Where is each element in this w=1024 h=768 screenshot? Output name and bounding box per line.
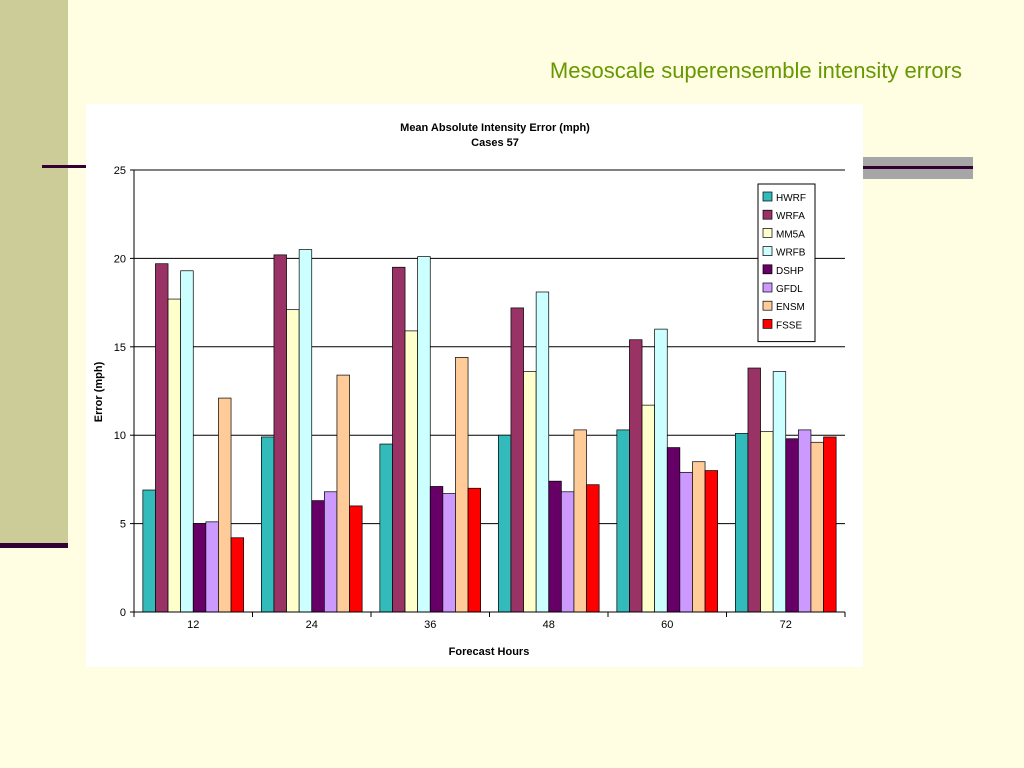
axes-group (130, 169, 846, 617)
bar-wrfb-60 (654, 328, 668, 613)
bar-mm5a-60 (641, 404, 655, 613)
x-axis-label: Forecast Hours (449, 646, 530, 658)
chart-title: Mean Absolute Intensity Error (mph) (400, 122, 590, 134)
slide-title: Mesoscale superensemble intensity errors (549, 58, 962, 83)
bar-chart: Mean Absolute Intensity Error (mph) Case… (93, 122, 846, 658)
bar-fsse-24 (349, 505, 363, 613)
x-tick-label: 12 (187, 619, 199, 631)
legend-box (757, 183, 816, 343)
legend-swatch-fsse (762, 319, 773, 329)
bar-ensm-72 (810, 441, 824, 613)
legend-swatch-wrfa (762, 209, 773, 220)
sidebar-bottom-rule (0, 543, 68, 548)
x-tick-label: 36 (424, 619, 436, 631)
sidebar-band (0, 0, 68, 546)
bar-wrfa-24 (273, 254, 287, 613)
y-tick-label: 20 (114, 253, 126, 265)
bar-wrfa-12 (155, 263, 169, 613)
bar-gfdl-60 (679, 471, 693, 613)
bar-fsse-12 (230, 537, 245, 613)
legend: HWRF WRFA MM5A WRFB DSHP GFDL ENSM FSSE (757, 183, 816, 343)
bar-mm5a-36 (404, 330, 418, 613)
x-tick-label: 72 (780, 619, 792, 631)
bar-dshp-12 (192, 523, 207, 613)
bar-hwrf-24 (261, 436, 275, 613)
bar-wrfb-12 (180, 270, 194, 613)
chart-subtitle: Cases 57 (471, 137, 519, 149)
bar-hwrf-72 (734, 433, 749, 613)
bar-dshp-60 (666, 447, 681, 613)
legend-label-dshp: DSHP (776, 266, 804, 277)
bar-wrfa-36 (392, 266, 406, 613)
bar-fsse-72 (823, 436, 837, 613)
bar-wrfa-72 (747, 367, 761, 613)
legend-label-ensm: ENSM (776, 302, 805, 313)
x-tick-label: 24 (306, 619, 318, 631)
bar-fsse-60 (704, 470, 718, 613)
x-tick-label: 60 (661, 619, 673, 631)
legend-swatch-gfdl (762, 282, 773, 293)
legend-swatch-dshp (762, 264, 773, 275)
bars-group (142, 249, 837, 613)
bar-hwrf-36 (379, 443, 393, 613)
legend-swatch-hwrf (762, 191, 773, 202)
gridlines (134, 169, 845, 525)
bar-ensm-24 (336, 374, 350, 613)
legend-label-wrfb: WRFB (776, 248, 806, 259)
y-tick-label: 25 (114, 165, 126, 177)
bar-mm5a-48 (523, 371, 537, 613)
bar-mm5a-72 (760, 431, 774, 613)
y-tick-labels: 0 5 10 15 20 25 (114, 165, 126, 619)
y-tick-label: 0 (120, 607, 126, 619)
bar-gfdl-36 (442, 493, 456, 613)
bar-fsse-36 (467, 487, 481, 613)
bar-wrfb-48 (535, 291, 550, 613)
bar-wrfa-48 (510, 307, 524, 613)
bar-wrfb-72 (772, 371, 787, 613)
bar-gfdl-48 (561, 491, 575, 613)
bar-wrfa-60 (629, 339, 643, 613)
legend-swatch-ensm (762, 300, 773, 311)
legend-label-hwrf: HWRF (776, 193, 806, 204)
y-tick-label: 10 (114, 430, 126, 442)
chart-panel: Mean Absolute Intensity Error (mph) Case… (86, 104, 863, 667)
bar-dshp-72 (785, 438, 799, 613)
x-tick-labels: 12 24 36 48 60 72 (187, 619, 792, 631)
bar-wrfb-24 (298, 249, 313, 613)
bar-dshp-48 (548, 480, 562, 613)
bar-ensm-60 (692, 461, 706, 613)
legend-swatch-wrfb (762, 246, 773, 256)
bar-gfdl-72 (797, 429, 812, 613)
legend-swatch-mm5a (762, 228, 773, 238)
legend-label-mm5a: MM5A (776, 229, 805, 240)
legend-label-gfdl: GFDL (776, 284, 803, 295)
bar-gfdl-24 (324, 491, 338, 613)
y-tick-label: 5 (120, 519, 126, 531)
bar-dshp-24 (311, 500, 325, 613)
left-accent-line (42, 165, 88, 168)
bar-gfdl-12 (205, 521, 219, 613)
x-tick-label: 48 (543, 619, 555, 631)
bar-hwrf-60 (616, 429, 630, 613)
bar-ensm-12 (218, 397, 232, 613)
legend-label-fsse: FSSE (776, 320, 802, 331)
bar-ensm-36 (455, 357, 469, 613)
bar-fsse-48 (586, 484, 600, 613)
right-accent-line (863, 166, 973, 169)
bar-hwrf-12 (142, 489, 156, 613)
bar-dshp-36 (429, 486, 444, 613)
bar-mm5a-12 (167, 298, 182, 613)
bar-hwrf-48 (498, 434, 512, 613)
bar-mm5a-24 (286, 309, 300, 613)
legend-label-wrfa: WRFA (776, 211, 805, 222)
bar-ensm-48 (573, 429, 587, 613)
y-axis-label: Error (mph) (93, 361, 105, 422)
y-tick-label: 15 (114, 342, 126, 354)
bar-wrfb-36 (417, 256, 431, 613)
